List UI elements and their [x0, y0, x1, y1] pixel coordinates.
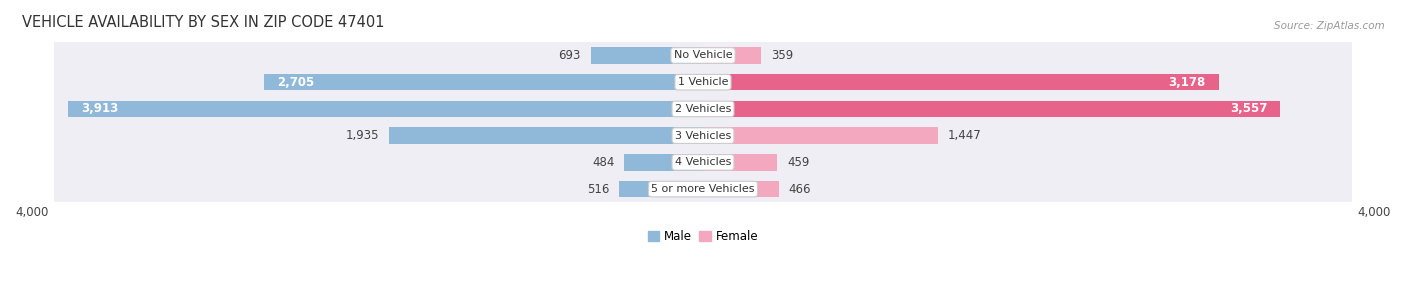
- Bar: [703, 181, 779, 197]
- Text: 1,935: 1,935: [346, 129, 380, 142]
- Text: 3,557: 3,557: [1230, 103, 1267, 115]
- Bar: [703, 154, 778, 171]
- Bar: [53, 122, 1353, 149]
- Text: 4,000: 4,000: [15, 207, 48, 219]
- Bar: [703, 127, 938, 144]
- Bar: [591, 47, 703, 64]
- Bar: [703, 74, 1219, 91]
- Text: 1,447: 1,447: [948, 129, 981, 142]
- Bar: [53, 69, 1353, 95]
- Text: 3 Vehicles: 3 Vehicles: [675, 131, 731, 141]
- Text: 466: 466: [789, 183, 811, 196]
- Text: 359: 359: [770, 49, 793, 62]
- Text: 1 Vehicle: 1 Vehicle: [678, 77, 728, 87]
- Text: 4 Vehicles: 4 Vehicles: [675, 157, 731, 167]
- Text: 2 Vehicles: 2 Vehicles: [675, 104, 731, 114]
- Text: 516: 516: [588, 183, 610, 196]
- Bar: [53, 42, 1353, 69]
- Text: 4,000: 4,000: [1358, 207, 1391, 219]
- Bar: [53, 149, 1353, 176]
- Text: No Vehicle: No Vehicle: [673, 50, 733, 61]
- Text: VEHICLE AVAILABILITY BY SEX IN ZIP CODE 47401: VEHICLE AVAILABILITY BY SEX IN ZIP CODE …: [22, 15, 384, 30]
- Text: 3,913: 3,913: [82, 103, 118, 115]
- Bar: [264, 74, 703, 91]
- Bar: [67, 101, 703, 117]
- Bar: [53, 176, 1353, 203]
- Text: 3,178: 3,178: [1168, 76, 1206, 89]
- Bar: [619, 181, 703, 197]
- Bar: [389, 127, 703, 144]
- Text: 459: 459: [787, 156, 810, 169]
- Bar: [703, 47, 761, 64]
- Bar: [703, 101, 1281, 117]
- Legend: Male, Female: Male, Female: [643, 225, 763, 248]
- Text: 2,705: 2,705: [277, 76, 315, 89]
- Text: 693: 693: [558, 49, 581, 62]
- Text: 5 or more Vehicles: 5 or more Vehicles: [651, 184, 755, 194]
- Text: 484: 484: [592, 156, 614, 169]
- Bar: [624, 154, 703, 171]
- Text: Source: ZipAtlas.com: Source: ZipAtlas.com: [1274, 21, 1385, 32]
- Bar: [53, 95, 1353, 122]
